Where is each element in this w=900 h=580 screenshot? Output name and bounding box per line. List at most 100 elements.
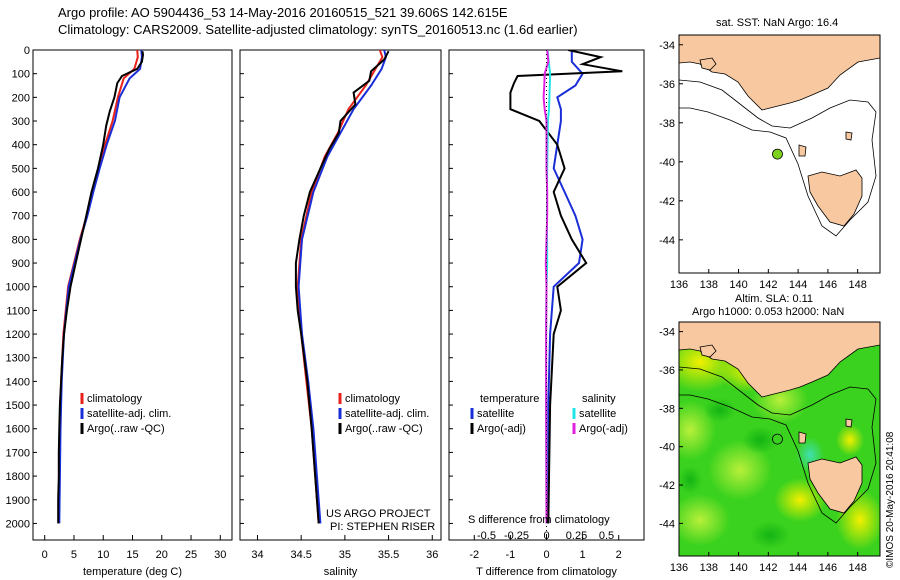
lon-tick-label: 146 xyxy=(819,279,837,291)
sst-map-axes: 136 138 140 142 144 146 148 -34 -36 -38 -40 -42 -44 xyxy=(659,40,867,291)
x-tick-label: 36 xyxy=(426,549,438,561)
legend-label: Argo(..raw -QC) xyxy=(87,423,165,435)
x-tick-label: 0 xyxy=(42,549,48,561)
sla-king-island xyxy=(798,431,807,444)
sla-map-title-line1: Altim. SLA: 0.11 xyxy=(735,293,813,305)
x-tick-label: 35 xyxy=(339,549,351,561)
salinity-legend: climatology satellite-adj. clim. Argo(..ra… xyxy=(338,393,429,435)
difference-legend: temperature salinity satellite Argo(-adj) sa… xyxy=(470,393,628,435)
sla-flinders-island xyxy=(845,418,853,428)
depth-tick-label: 300 xyxy=(12,116,30,128)
salinity-difference-label: S difference from climatology xyxy=(468,514,610,526)
legend-label: Argo(-adj) xyxy=(579,423,628,435)
sla-mainland-land xyxy=(679,322,880,398)
x-tick-label: 30 xyxy=(214,549,226,561)
plot-title-line2: Climatology: CARS2009. Satellite-adjuste… xyxy=(58,22,578,37)
imos-credit: ©IMOS 20-May-2016 20:41:08 xyxy=(885,431,896,568)
salinity-profiles xyxy=(294,50,390,524)
depth-tick-label: 700 xyxy=(12,211,30,223)
series-satellite-adj-clim- xyxy=(297,50,387,524)
legend-label: satellite-adj. clim. xyxy=(87,408,171,420)
x-axis-label: temperature (deg C) xyxy=(83,566,182,578)
lon-tick-label: 136 xyxy=(670,279,688,291)
depth-tick-label: 400 xyxy=(12,140,30,152)
x-tick-label: 10 xyxy=(97,549,109,561)
lon-tick-label: 148 xyxy=(848,562,866,574)
x-tick-label: 5 xyxy=(71,549,77,561)
depth-tick-label: 0 xyxy=(24,45,30,57)
x-tick-label: 25 xyxy=(185,549,197,561)
temperature-panel-frame xyxy=(32,49,233,541)
mainland-land xyxy=(679,35,880,111)
lat-tick-label: -40 xyxy=(659,157,675,169)
lon-tick-label: 142 xyxy=(759,279,777,291)
depth-tick-label: 1000 xyxy=(6,282,30,294)
lon-tick-label: 138 xyxy=(700,562,718,574)
temperature-profiles xyxy=(57,50,145,524)
kangaroo-island xyxy=(699,57,717,71)
series-t-satellite xyxy=(547,50,584,524)
x-tick-label: 1 xyxy=(580,549,586,561)
sla-tasmania-land xyxy=(807,456,863,514)
difference-profiles xyxy=(509,50,623,540)
depth-tick-label: 100 xyxy=(12,69,30,81)
depth-tick-label: 1500 xyxy=(6,400,30,412)
sla-map-axes: 136 138 140 142 144 146 148 -34 -36 -38 -40 -42 -44 xyxy=(659,327,867,574)
lat-tick-label: -34 xyxy=(659,40,675,52)
legend-label: satellite xyxy=(579,408,616,420)
lon-tick-label: 140 xyxy=(729,279,747,291)
depth-tick-label: 1600 xyxy=(6,424,30,436)
salinity-diff-tick-label: -0.5 xyxy=(477,530,496,542)
sst-map-title: sat. SST: NaN Argo: 16.4 xyxy=(716,17,838,29)
temperature-x-axis: 0 5 10 15 20 25 30 temperature (deg C) xyxy=(42,535,226,578)
lon-tick-label: 148 xyxy=(848,279,866,291)
series-argo-raw-qc- xyxy=(294,50,390,524)
x-tick-label: 0 xyxy=(543,549,549,561)
x-axis-label: salinity xyxy=(324,566,358,578)
depth-tick-label: 1900 xyxy=(6,495,30,507)
lon-tick-label: 146 xyxy=(819,562,837,574)
plot-title-line1: Argo profile: AO 5904436_53 14-May-2016 … xyxy=(58,5,508,20)
salinity-difference-axis: -0.5 -0.25 0 0.25 0.5 xyxy=(477,530,614,542)
pi-annotation: PI: STEPHEN RISER xyxy=(330,521,435,533)
x-axis-label: T difference from climatology xyxy=(476,566,617,578)
depth-tick-label: 1200 xyxy=(6,329,30,341)
legend-label: climatology xyxy=(87,393,143,405)
depth-tick-label: 1700 xyxy=(6,447,30,459)
legend-label: satellite-adj. clim. xyxy=(345,408,429,420)
king-island xyxy=(798,144,807,157)
x-tick-label: 15 xyxy=(126,549,138,561)
depth-tick-label: 200 xyxy=(12,92,30,104)
salinity-diff-tick-label: 0 xyxy=(543,530,549,542)
legend-label: Argo(-adj) xyxy=(477,423,526,435)
sla-map-frame xyxy=(678,321,881,557)
depth-tick-label: 500 xyxy=(12,163,30,175)
lat-tick-label: -36 xyxy=(659,79,675,91)
x-tick-label: 34.5 xyxy=(290,549,311,561)
salinity-x-axis: 34 34.5 35 35.5 36 salinity xyxy=(251,535,438,578)
legend-heading-temperature: temperature xyxy=(480,393,539,405)
x-tick-label: 35.5 xyxy=(378,549,399,561)
lon-tick-label: 142 xyxy=(759,562,777,574)
lon-tick-label: 140 xyxy=(729,562,747,574)
difference-x-axis: -2 -1 0 1 2 T difference from climatology xyxy=(469,535,622,578)
legend-label: satellite xyxy=(477,408,514,420)
x-tick-label: -1 xyxy=(505,549,515,561)
salinity-diff-tick-label: 0.5 xyxy=(599,530,614,542)
depth-tick-label: 600 xyxy=(12,187,30,199)
tasmania-land xyxy=(807,169,863,227)
depth-tick-label: 1100 xyxy=(6,305,30,317)
x-tick-label: 2 xyxy=(616,549,622,561)
sst-map-content xyxy=(679,35,880,237)
temperature-legend: climatology satellite-adj. clim. Argo(..ra… xyxy=(80,393,171,435)
sst-map-argo-marker xyxy=(772,148,783,160)
depth-tick-label: 1800 xyxy=(6,471,30,483)
sla-map-title-line2: Argo h1000: 0.053 h2000: NaN xyxy=(692,306,844,318)
depth-tick-label: 2000 xyxy=(6,518,30,530)
sla-map-argo-marker xyxy=(772,433,783,445)
legend-heading-salinity: salinity xyxy=(582,393,616,405)
lat-tick-label: -34 xyxy=(659,327,675,339)
lon-tick-label: 144 xyxy=(789,279,807,291)
depth-tick-label: 1400 xyxy=(6,376,30,388)
